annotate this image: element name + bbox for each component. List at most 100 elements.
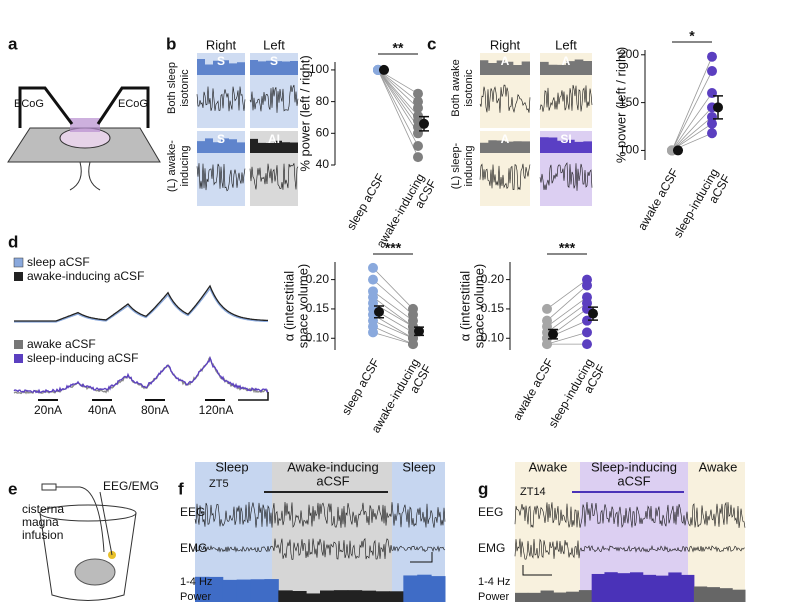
row-label: (L) sleep- xyxy=(450,142,462,189)
power-bar xyxy=(578,590,593,602)
legend-label: sleep-inducing aCSF xyxy=(27,351,138,365)
significance-label: *** xyxy=(385,240,402,256)
infusion-label: infusion xyxy=(22,528,63,542)
power-bar xyxy=(195,576,210,602)
row-label: (L) awake- xyxy=(166,140,178,192)
ecog-trace xyxy=(196,163,246,192)
data-point xyxy=(413,102,423,113)
power-bar xyxy=(236,579,252,602)
pair-line xyxy=(372,332,414,345)
scale-bar xyxy=(410,552,433,563)
power-bar xyxy=(604,572,618,602)
power-band xyxy=(480,140,530,153)
pair-line xyxy=(546,285,588,321)
data-point xyxy=(413,152,423,163)
row-label: Both awake xyxy=(450,59,462,116)
state-label: Awake-inducing xyxy=(287,459,379,474)
ecog-trace xyxy=(249,84,299,113)
y-tick-label: 0.20 xyxy=(306,272,330,286)
row-label: EMG xyxy=(180,541,207,555)
state-label: SI xyxy=(560,132,571,146)
data-point xyxy=(542,303,552,314)
data-point xyxy=(413,88,423,99)
current-label: 20nA xyxy=(34,403,62,417)
legend-label: awake aCSF xyxy=(27,337,96,351)
ecog-trace xyxy=(196,86,246,112)
y-tick-label: 0.20 xyxy=(481,272,505,286)
electrode-label: ECoG xyxy=(118,98,148,110)
state-label: A xyxy=(501,132,510,146)
eeg-trace xyxy=(194,501,446,528)
power-bar xyxy=(403,575,418,602)
current-label: 120nA xyxy=(199,403,234,417)
ecog-trace xyxy=(249,163,299,190)
power-bar xyxy=(431,576,446,602)
y-axis-label: α (interstitial xyxy=(457,271,472,341)
power-band xyxy=(250,138,298,153)
data-point xyxy=(707,66,717,77)
pair-line xyxy=(377,69,419,109)
x-tick-label: sleep aCSF xyxy=(339,356,382,417)
pair-line xyxy=(671,56,713,151)
state-label: S xyxy=(217,132,225,146)
power-band xyxy=(540,137,592,153)
infusion-label: magna xyxy=(22,515,59,529)
concentration-trace xyxy=(14,287,269,323)
state-label: S xyxy=(270,54,278,68)
legend-swatch xyxy=(14,354,23,363)
data-point xyxy=(707,118,717,129)
power-bar xyxy=(706,587,720,602)
state-label: AI xyxy=(268,132,280,146)
cage-drawing xyxy=(39,483,137,601)
y-axis-label: space volume) xyxy=(295,264,310,349)
power-bar xyxy=(591,573,605,602)
pair-line xyxy=(372,314,414,339)
x-tick-label: awake aCSF xyxy=(635,166,681,232)
y-axis-label: α (interstitial xyxy=(281,271,296,341)
emg-trace xyxy=(514,538,745,560)
y-tick-label: 0.15 xyxy=(481,301,505,315)
power-bar xyxy=(668,572,682,602)
current-label: 40nA xyxy=(88,403,116,417)
state-label: Sleep xyxy=(215,459,248,474)
state-bg xyxy=(688,462,745,602)
legend-swatch xyxy=(13,257,24,268)
power-bar xyxy=(361,590,377,602)
power-bar xyxy=(389,591,404,602)
power-band xyxy=(197,59,245,75)
device-label: EEG/EMG xyxy=(103,479,159,493)
ecog-trace xyxy=(539,84,593,112)
pair-line xyxy=(377,69,419,134)
power-band xyxy=(250,59,298,75)
pair-line xyxy=(377,69,419,128)
row-label: Power xyxy=(180,591,212,603)
power-bar xyxy=(527,592,542,602)
mean-point xyxy=(379,64,389,75)
state-label: S xyxy=(217,54,225,68)
column-header: Left xyxy=(555,37,577,52)
pair-line xyxy=(671,70,713,151)
infusion-label: cisterna xyxy=(22,502,64,516)
power-bar xyxy=(515,592,529,602)
pair-line xyxy=(377,69,419,121)
state-label: A xyxy=(562,54,571,68)
data-point xyxy=(542,339,552,350)
setup-drawing xyxy=(7,86,161,191)
row-label: 1-4 Hz xyxy=(180,576,212,588)
pair-line xyxy=(546,279,588,310)
power-bar xyxy=(417,574,432,602)
zt-label: ZT5 xyxy=(209,478,229,490)
data-point xyxy=(368,262,378,273)
data-point xyxy=(582,339,592,350)
pair-line xyxy=(372,279,414,316)
mean-point xyxy=(548,329,558,340)
ecog-trace xyxy=(479,84,531,114)
y-tick-label: 200 xyxy=(619,47,639,61)
power-bar xyxy=(655,575,669,602)
state-bg xyxy=(515,462,580,602)
y-tick-label: 80 xyxy=(316,94,330,108)
significance-label: *** xyxy=(559,240,576,256)
y-tick-label: 100 xyxy=(309,62,329,76)
power-bar xyxy=(617,573,631,602)
